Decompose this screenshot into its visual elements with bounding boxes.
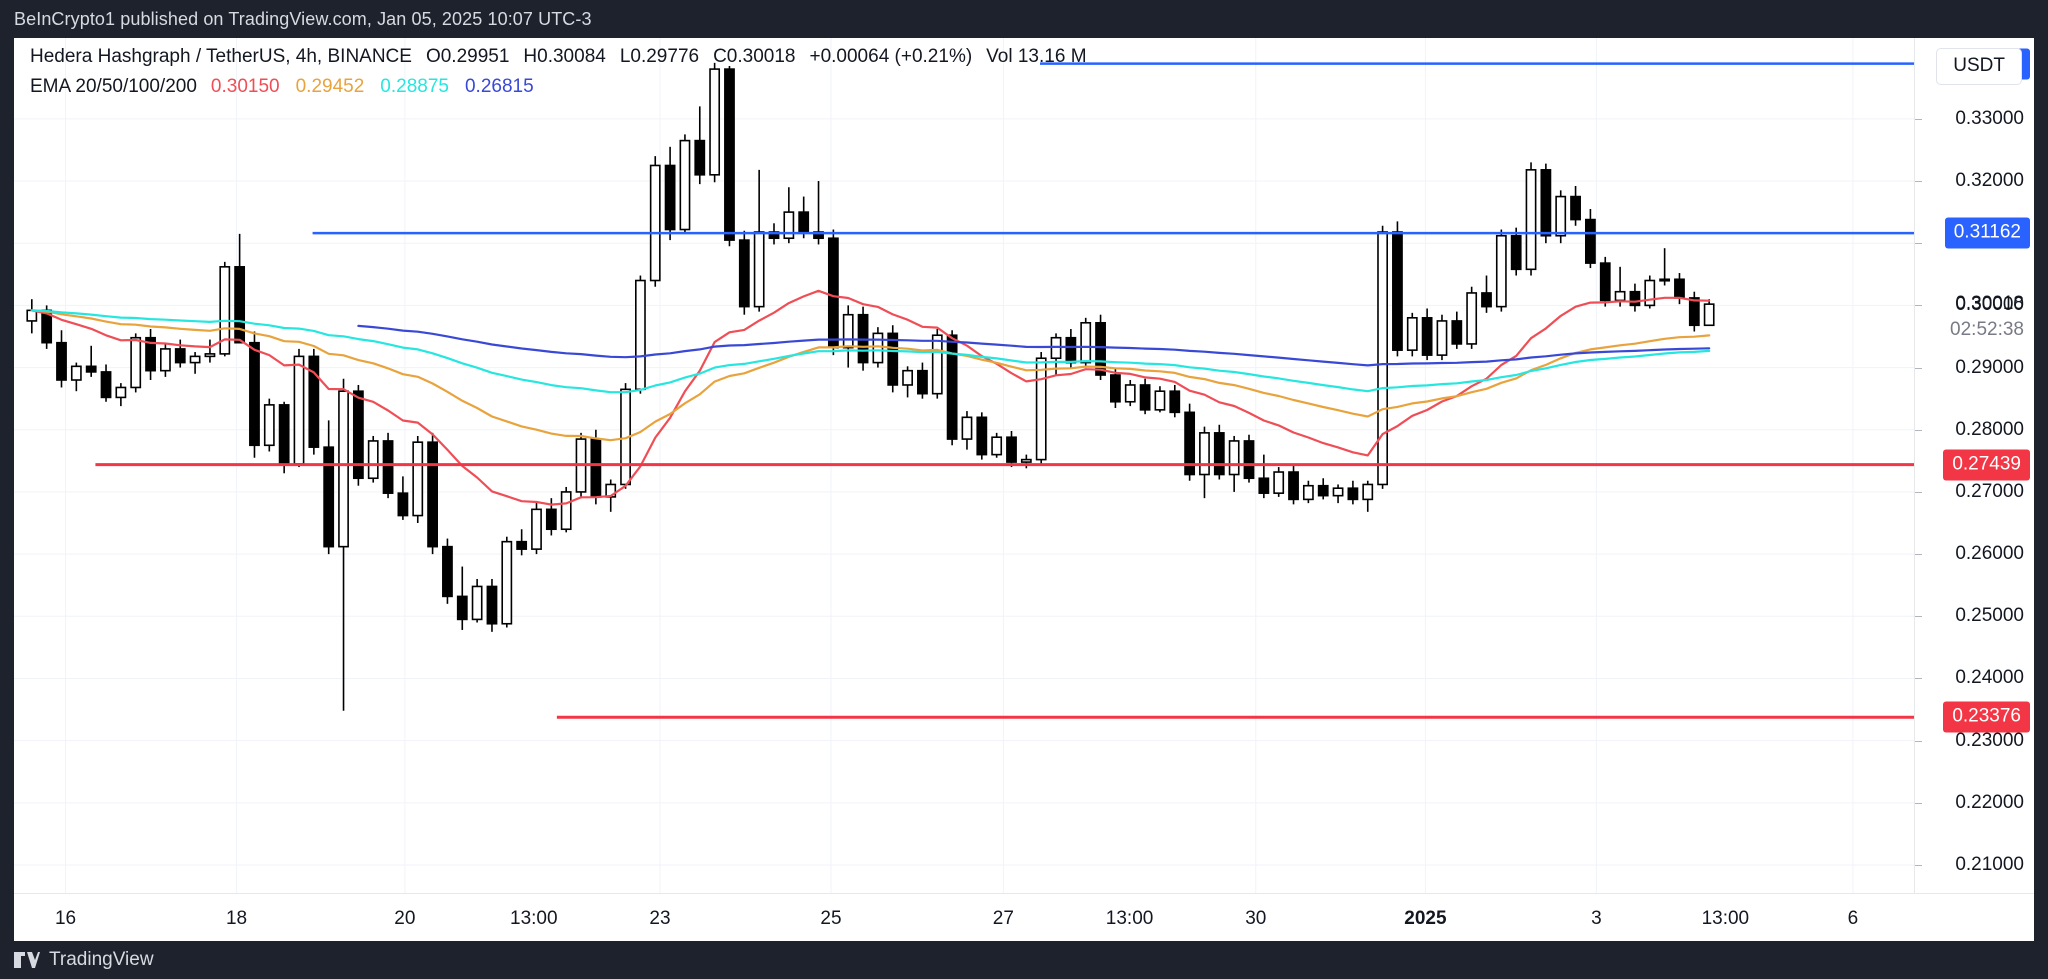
- ohlc-low: L0.29776: [619, 46, 700, 67]
- price-axis-tick: 0.28000: [1955, 418, 2024, 440]
- currency-unit-button[interactable]: USDT: [1936, 48, 2022, 85]
- price-axis-tick: 0.26000: [1955, 543, 2024, 565]
- bar-countdown-label: 02:52:38: [1950, 319, 2024, 341]
- support-price-tag[interactable]: 0.23376: [1943, 701, 2030, 733]
- time-axis-tick: 3: [1591, 908, 1602, 929]
- time-axis-tick: 30: [1245, 908, 1267, 929]
- price-axis-tick-mark: [1915, 305, 1922, 307]
- time-axis-tick: 25: [820, 908, 842, 929]
- ema20-value: 0.30150: [210, 76, 280, 97]
- candlestick-plot: [14, 38, 1914, 893]
- price-axis-tick: 0.32000: [1955, 170, 2024, 192]
- price-axis[interactable]: 0.330000.320000.310000.300000.290000.280…: [1914, 38, 2034, 893]
- price-axis-tick: 0.21000: [1955, 854, 2024, 876]
- plot-area[interactable]: [14, 38, 1914, 893]
- ema50-value: 0.29452: [295, 76, 365, 97]
- price-axis-tick-mark: [1915, 491, 1922, 493]
- price-axis-tick-mark: [1915, 802, 1922, 804]
- time-axis-tick: 13:00: [1701, 908, 1750, 929]
- tradingview-brand-label: TradingView: [49, 949, 154, 970]
- price-axis-tick-mark: [1915, 429, 1922, 431]
- tradingview-logo-icon: [14, 951, 40, 969]
- ema-indicator-label[interactable]: EMA 20/50/100/200: [30, 76, 197, 97]
- price-axis-tick: 0.24000: [1955, 667, 2024, 689]
- publisher-text: BeInCrypto1 published on TradingView.com…: [14, 8, 592, 29]
- price-axis-tick: 0.33000: [1955, 107, 2024, 129]
- support-price-tag[interactable]: 0.27439: [1943, 449, 2030, 481]
- ohlc-close: C0.30018: [713, 46, 796, 67]
- legend-ema-row: EMA 20/50/100/200 0.30150 0.29452 0.2887…: [30, 76, 1087, 98]
- price-axis-tick: 0.27000: [1955, 480, 2024, 502]
- price-axis-tick-mark: [1915, 740, 1922, 742]
- volume-value: Vol 13.16 M: [986, 46, 1087, 67]
- price-axis-tick: 0.23000: [1955, 729, 2024, 751]
- publisher-bar: BeInCrypto1 published on TradingView.com…: [0, 0, 2048, 38]
- ohlc-open: O0.29951: [425, 46, 510, 67]
- legend-symbol-row: Hedera Hashgraph / TetherUS, 4h, BINANCE…: [30, 46, 1087, 68]
- time-axis-tick: 6: [1847, 908, 1859, 929]
- time-axis-tick: 27: [992, 908, 1014, 929]
- time-axis-tick: 20: [394, 908, 416, 929]
- time-axis-tick: 2025: [1404, 908, 1447, 929]
- time-axis-tick: 23: [649, 908, 671, 929]
- footer-bar: TradingView: [0, 941, 2048, 979]
- chart-frame: Hedera Hashgraph / TetherUS, 4h, BINANCE…: [14, 38, 2034, 941]
- time-axis-tick: 13:00: [1105, 908, 1154, 929]
- price-axis-tick-mark: [1915, 616, 1922, 618]
- price-axis-tick-mark: [1915, 678, 1922, 680]
- ohlc-high: H0.30084: [523, 46, 606, 67]
- ema100-value: 0.28875: [380, 76, 449, 97]
- time-axis-tick: 16: [54, 908, 77, 929]
- resistance-price-tag[interactable]: 0.31162: [1944, 217, 2030, 249]
- price-axis-tick-mark: [1915, 118, 1922, 120]
- time-axis[interactable]: 16 18 20 13:00 23 25 27 13:00 30 2025 3 13:00 6: [14, 893, 2034, 941]
- price-axis-tick: 0.22000: [1955, 791, 2024, 813]
- chart-legend: Hedera Hashgraph / TetherUS, 4h, BINANCE…: [30, 46, 1087, 98]
- ema200-value: 0.26815: [464, 76, 534, 97]
- price-axis-tick: 0.30000: [1955, 294, 2024, 316]
- price-axis-tick-mark: [1915, 865, 1922, 867]
- price-axis-tick: 0.29000: [1955, 356, 2024, 378]
- symbol-title[interactable]: Hedera Hashgraph / TetherUS, 4h, BINANCE: [30, 46, 412, 67]
- last-price-label: 0.30018: [1955, 293, 2024, 315]
- price-axis-tick: 0.25000: [1955, 605, 2024, 627]
- price-axis-tick-mark: [1915, 243, 1922, 245]
- price-axis-tick-mark: [1915, 554, 1922, 556]
- price-axis-tick-mark: [1915, 181, 1922, 183]
- time-axis-tick: 18: [225, 908, 248, 929]
- price-axis-tick-mark: [1915, 367, 1922, 369]
- time-axis-tick: 13:00: [510, 908, 558, 929]
- price-change: +0.00064 (+0.21%): [809, 46, 973, 67]
